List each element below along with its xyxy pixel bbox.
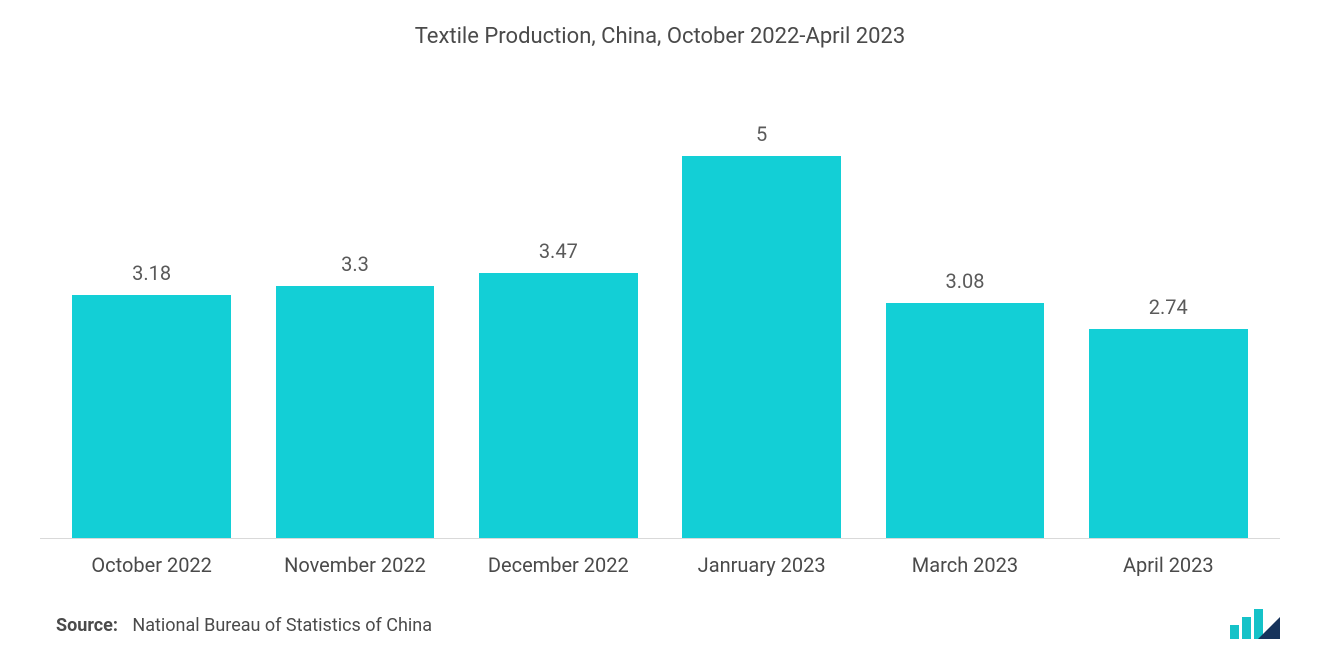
x-axis-label: December 2022 [457,553,660,577]
source-citation: Source: National Bureau of Statistics of… [56,615,432,636]
bar-value-label: 5 [756,122,767,146]
bar-value-label: 3.3 [341,252,369,276]
x-axis-labels: October 2022November 2022December 2022Ja… [40,553,1280,577]
source-value: National Bureau of Statistics of China [132,615,432,636]
x-axis-label: April 2023 [1067,553,1270,577]
x-axis-label: March 2023 [863,553,1066,577]
x-axis-label: Janruary 2023 [660,553,863,577]
bar-group: 5 [660,119,863,538]
bar-group: 3.3 [253,119,456,538]
bar [682,156,841,538]
bar [72,295,231,538]
bar-value-label: 3.08 [945,269,984,293]
bar-group: 3.47 [457,119,660,538]
bar [276,286,435,538]
plot-area: 3.18 3.3 3.47 5 3.08 2.74 [40,119,1280,539]
bar [1089,329,1248,538]
footer-row: Source: National Bureau of Statistics of… [56,607,1280,643]
chart-container: Textile Production, China, October 2022-… [0,0,1320,665]
bar-value-label: 3.18 [132,261,171,285]
bar-group: 2.74 [1067,119,1270,538]
bar-value-label: 3.47 [539,239,578,263]
chart-title: Textile Production, China, October 2022-… [40,24,1280,49]
publisher-logo-icon [1228,607,1280,643]
source-label: Source: [56,615,118,636]
bar [479,273,638,538]
bar-value-label: 2.74 [1149,295,1188,319]
bar [886,303,1045,538]
x-axis-label: November 2022 [253,553,456,577]
bar-group: 3.08 [863,119,1066,538]
x-axis-label: October 2022 [50,553,253,577]
bar-group: 3.18 [50,119,253,538]
